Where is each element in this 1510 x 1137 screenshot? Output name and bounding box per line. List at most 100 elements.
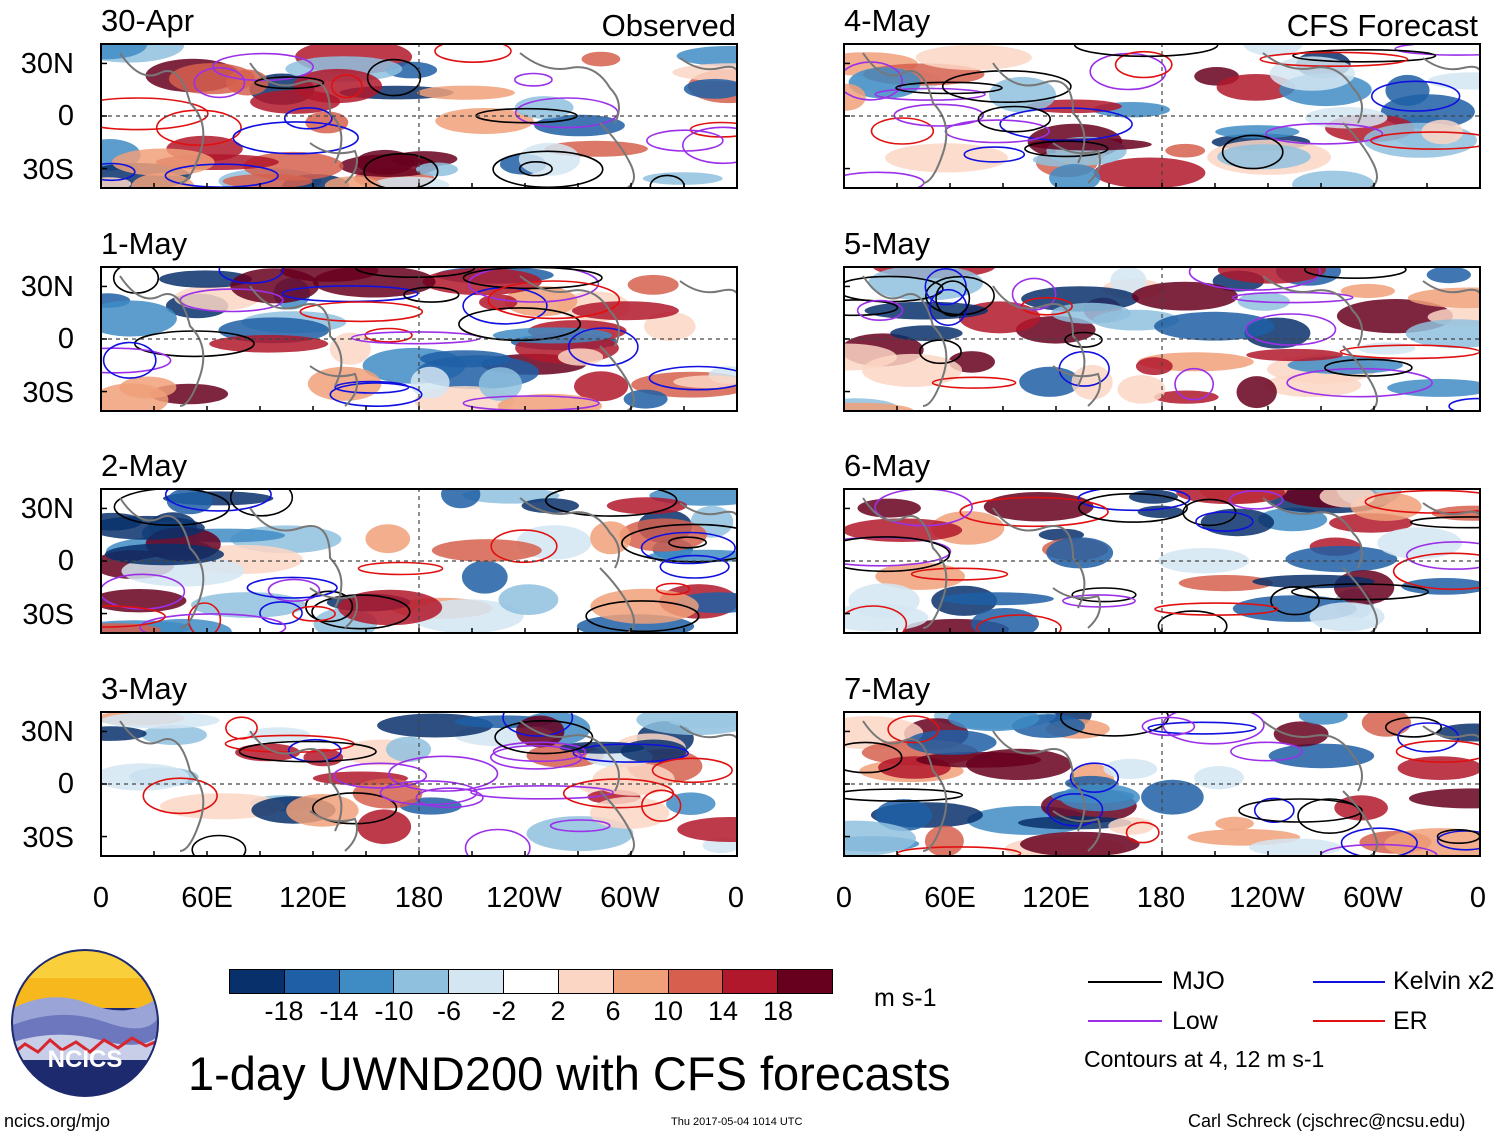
wind-anomaly-blob bbox=[1141, 779, 1204, 815]
contour-line bbox=[259, 601, 303, 625]
contour-line bbox=[1409, 516, 1481, 529]
contour-line bbox=[1436, 830, 1481, 851]
contour-line bbox=[187, 602, 222, 634]
coastline bbox=[1262, 275, 1363, 347]
contour-line bbox=[910, 567, 1009, 581]
wind-anomaly-blob bbox=[1129, 489, 1178, 504]
lon-label: 120W bbox=[1229, 882, 1305, 914]
wind-anomaly-blob bbox=[131, 172, 195, 189]
wind-anomaly-blob bbox=[338, 589, 443, 626]
wind-anomaly-blob bbox=[1246, 348, 1343, 362]
colorbar-tick: 2 bbox=[550, 996, 566, 1026]
wind-anomaly-blob bbox=[589, 796, 670, 829]
contour-line bbox=[518, 160, 553, 177]
colorbar-swatch bbox=[723, 970, 779, 993]
colorbar bbox=[229, 969, 833, 994]
contour-line bbox=[651, 757, 733, 784]
coastline bbox=[119, 720, 205, 852]
wind-anomaly-blob bbox=[365, 524, 411, 554]
contour-line bbox=[254, 76, 325, 90]
contour-line bbox=[1297, 798, 1363, 835]
map-panel bbox=[100, 711, 738, 857]
wind-anomaly-blob bbox=[1273, 721, 1329, 747]
lon-label: 0 bbox=[835, 882, 853, 914]
contour-line bbox=[1405, 541, 1481, 570]
contour-line bbox=[1292, 49, 1437, 63]
contour-line bbox=[924, 268, 967, 306]
coastline bbox=[992, 730, 1086, 832]
wind-anomaly-blob bbox=[357, 809, 412, 844]
wind-anomaly-blob bbox=[166, 488, 213, 515]
contour-line bbox=[1221, 134, 1284, 170]
wind-anomaly-blob bbox=[676, 45, 738, 67]
wind-anomaly-blob bbox=[1020, 831, 1140, 857]
wind-anomaly-blob bbox=[1215, 816, 1254, 831]
contour-line bbox=[1231, 291, 1354, 304]
wind-anomaly-blob bbox=[885, 143, 1008, 173]
coastline bbox=[519, 497, 620, 569]
wind-anomaly-blob bbox=[1358, 342, 1416, 355]
lat-label: 30N bbox=[20, 271, 74, 303]
wind-anomaly-blob bbox=[1137, 505, 1184, 518]
legend-line-low bbox=[1088, 1020, 1162, 1022]
contour-line bbox=[585, 600, 700, 633]
footer-url[interactable]: ncics.org/mjo bbox=[4, 1111, 111, 1131]
wind-anomaly-blob bbox=[571, 301, 679, 321]
contour-line bbox=[1364, 489, 1481, 514]
contour-line bbox=[434, 43, 512, 63]
contour-line bbox=[935, 280, 971, 317]
contour-line bbox=[1064, 331, 1103, 348]
wind-anomaly-blob bbox=[1408, 287, 1481, 309]
colorbar-tick: 18 bbox=[762, 996, 794, 1026]
wind-anomaly-blob bbox=[1071, 364, 1113, 400]
contour-line bbox=[1286, 367, 1433, 398]
wind-anomaly-blob bbox=[1427, 72, 1481, 90]
wind-anomaly-blob bbox=[947, 711, 1040, 732]
wind-anomaly-blob bbox=[1377, 527, 1462, 559]
wind-anomaly-blob bbox=[431, 539, 542, 562]
contour-line bbox=[1024, 140, 1109, 158]
wind-anomaly-blob bbox=[557, 348, 604, 366]
legend-label-low: Low bbox=[1172, 1007, 1218, 1035]
wind-anomaly-blob bbox=[461, 560, 508, 594]
legend-line-er bbox=[1313, 1020, 1385, 1022]
wind-anomaly-blob bbox=[209, 335, 329, 353]
contour-line bbox=[887, 715, 940, 744]
wind-anomaly-blob bbox=[683, 78, 738, 99]
contour-line bbox=[494, 720, 594, 755]
wind-anomaly-blob bbox=[1194, 766, 1244, 790]
contour-line bbox=[492, 741, 587, 763]
footer-author: Carl Schreck (cjschrec@ncsu.edu) bbox=[1188, 1111, 1466, 1131]
map-panel bbox=[843, 488, 1481, 634]
wind-anomaly-blob bbox=[435, 108, 534, 134]
wind-anomaly-blob bbox=[864, 301, 988, 320]
map-panel bbox=[100, 488, 738, 634]
contour-line bbox=[1147, 721, 1257, 735]
contour-line bbox=[467, 266, 600, 303]
contour-line bbox=[403, 286, 460, 303]
contour-line bbox=[283, 107, 333, 130]
contour-line bbox=[1230, 741, 1303, 762]
contour-line bbox=[549, 819, 611, 833]
wind-anomaly-blob bbox=[875, 799, 933, 832]
legend-label-mjo: MJO bbox=[1172, 967, 1225, 995]
wind-anomaly-blob bbox=[1019, 366, 1081, 397]
contour-line bbox=[895, 81, 1003, 95]
contour-line bbox=[1303, 266, 1407, 279]
wind-anomaly-blob bbox=[1298, 711, 1348, 725]
contour-line bbox=[893, 103, 985, 127]
contour-line bbox=[1340, 827, 1418, 857]
coastline bbox=[249, 507, 343, 609]
lon-label: 180 bbox=[394, 882, 444, 914]
wind-anomaly-blob bbox=[101, 711, 220, 729]
contour-line bbox=[329, 382, 423, 408]
contour-line bbox=[655, 582, 691, 596]
legend-line-mjo bbox=[1088, 981, 1162, 983]
contour-line bbox=[1188, 266, 1321, 291]
contour-line bbox=[229, 488, 294, 517]
contour-line bbox=[102, 341, 157, 379]
wind-anomaly-blob bbox=[329, 332, 371, 365]
contour-line bbox=[464, 828, 531, 857]
contour-line bbox=[311, 594, 411, 630]
coastline bbox=[1052, 810, 1101, 852]
